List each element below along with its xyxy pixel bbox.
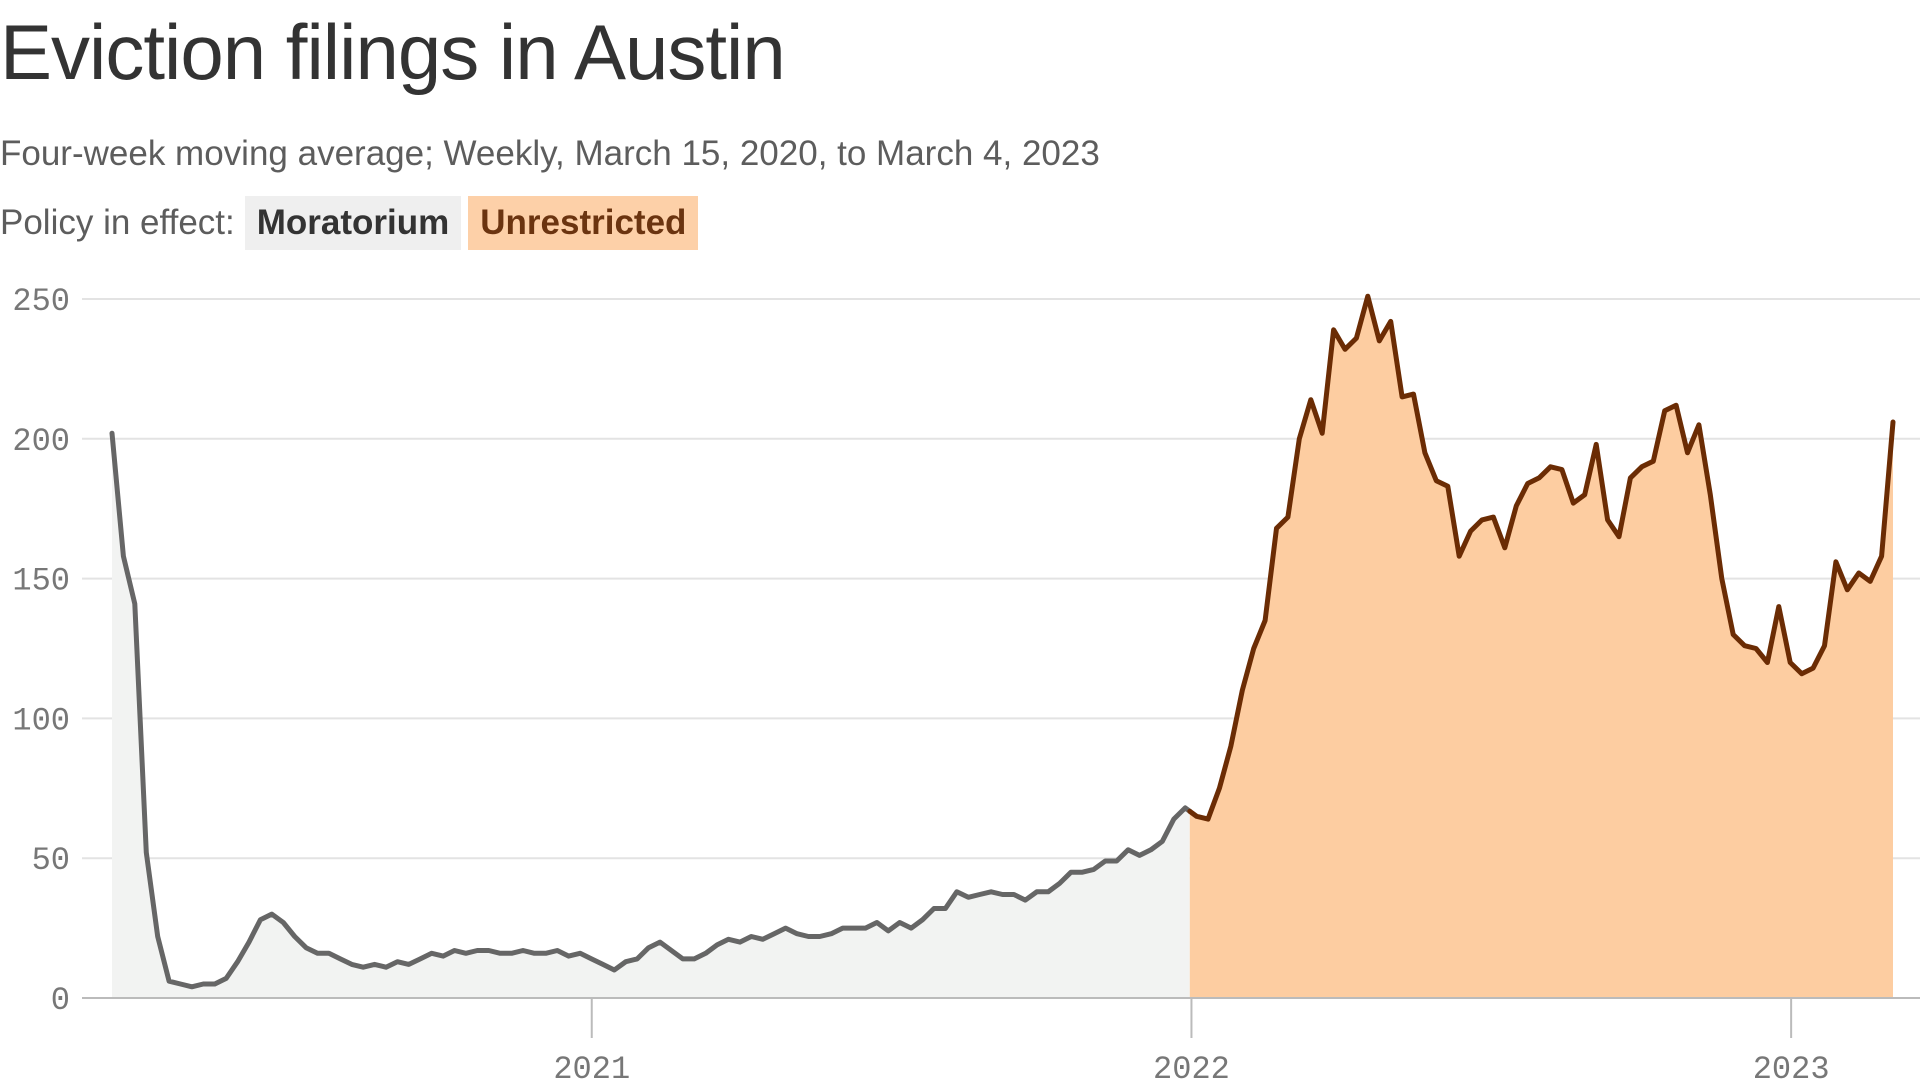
area-fills [112,296,1893,998]
area-moratorium [112,433,1190,998]
line-unrestricted [1187,293,1896,822]
y-tick-label-200: 200 [12,423,70,460]
x-axis-ticks: 2021 2022 2023 [553,1051,1829,1080]
y-tick-label-100: 100 [12,702,70,739]
y-tick-label-250: 250 [12,283,70,320]
x-axis [82,997,1920,1038]
x-tick-label-2022: 2022 [1153,1051,1230,1080]
x-tick-label-2023: 2023 [1753,1051,1830,1080]
y-tick-label-150: 150 [12,563,70,600]
y-tick-label-50: 50 [32,842,70,879]
chart-subtitle: Four-week moving average; Weekly, March … [0,134,1100,173]
y-tick-label-0: 0 [51,982,70,1019]
y-axis-ticks: 0 50 100 150 200 250 [12,283,70,1019]
legend-item-unrestricted: Unrestricted [468,196,699,250]
area-unrestricted [1189,296,1893,998]
series-lines [109,293,1896,990]
line-moratorium [109,430,1193,990]
legend-label: Policy in effect: [0,203,235,242]
chart-title: Eviction filings in Austin [0,8,786,96]
legend: Policy in effect: Moratorium Unrestricte… [0,196,705,250]
x-tick-label-2021: 2021 [553,1051,630,1080]
legend-item-moratorium: Moratorium [244,196,462,250]
